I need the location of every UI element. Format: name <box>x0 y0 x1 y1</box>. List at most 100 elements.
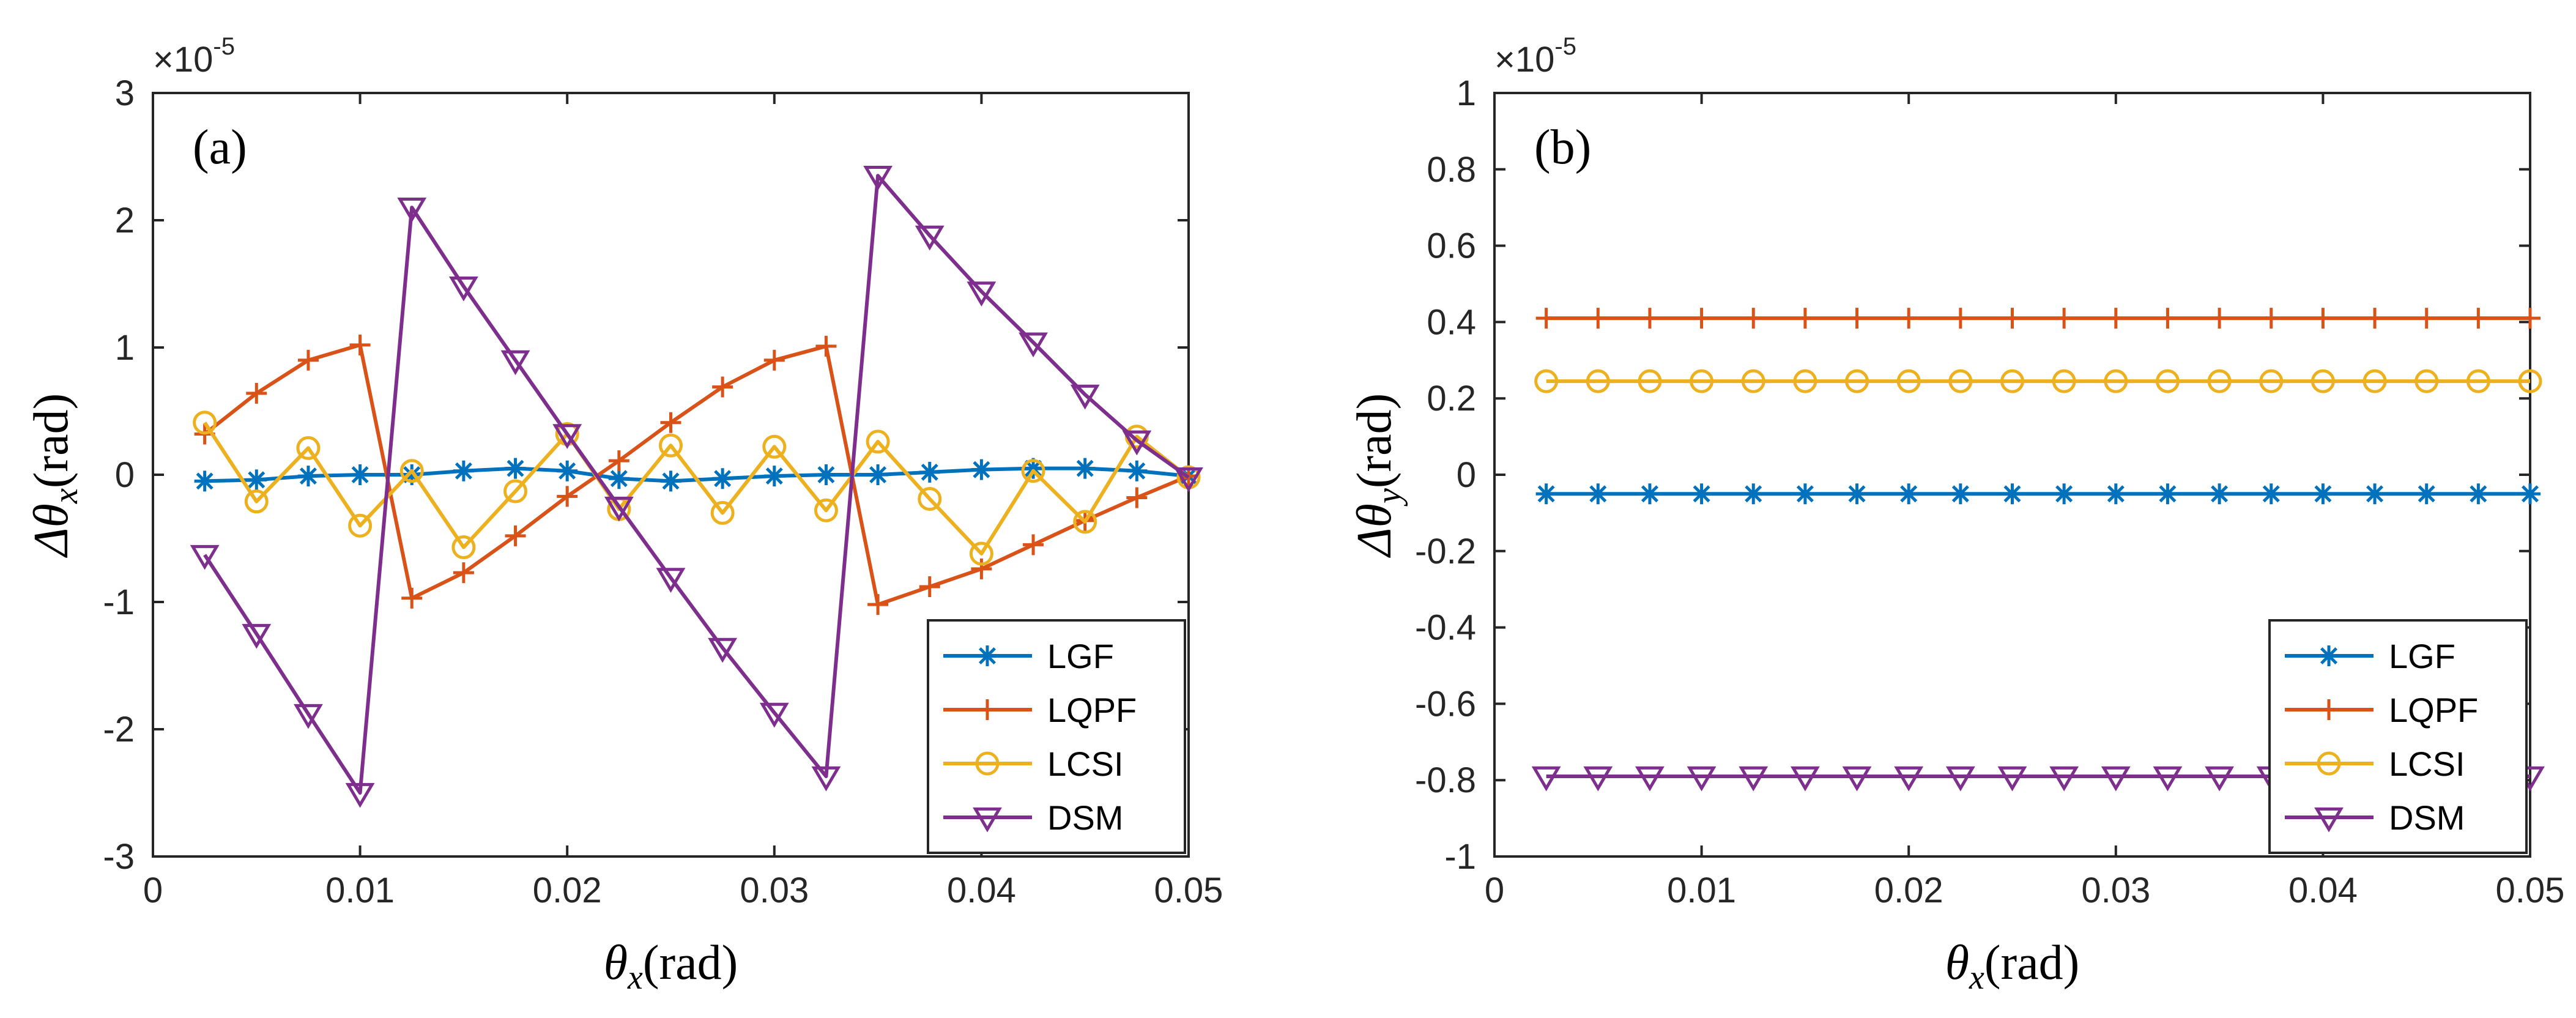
data-point-lqpf <box>712 376 733 398</box>
panel-a-chart: 0 0.01 0.02 0.03 0.04 0.05 -3 -2 -1 0 1 2 3 ×10-5 (a) θ… <box>24 33 1223 997</box>
data-point-dsm <box>1842 766 1872 792</box>
data-point-dsm <box>811 766 841 792</box>
data-point-lcsi <box>2311 369 2335 393</box>
y-tick-label: -0.2 <box>1415 532 1476 571</box>
data-point-dsm <box>242 623 272 649</box>
data-point-lqpf <box>2260 308 2282 329</box>
legend-entry-lqpf: LQPF <box>2285 691 2478 729</box>
legend-entry-dsm: DSM <box>2285 798 2465 837</box>
data-point-lqpf <box>2520 308 2541 329</box>
data-point-lgf <box>763 466 785 487</box>
data-point-dsm <box>2101 766 2131 792</box>
exponent-label: ×10-5 <box>153 33 235 80</box>
data-point-lcsi <box>969 541 993 566</box>
data-point-dsm <box>500 350 530 376</box>
series-line-lqpf <box>203 343 1190 607</box>
data-point-dsm <box>2153 766 2183 792</box>
y-tick-label: 0.2 <box>1427 379 1476 418</box>
data-point-lcsi <box>1896 369 1921 393</box>
legend-entry-lgf: LGF <box>2285 637 2455 675</box>
data-point-lqpf <box>2054 308 2075 329</box>
data-point-lgf <box>401 464 423 485</box>
data-point-dsm <box>345 782 375 808</box>
data-point-dsm <box>1790 766 1820 792</box>
data-point-lgf <box>194 470 215 492</box>
data-point-lgf <box>246 469 267 491</box>
data-point-lcsi <box>1638 369 1662 393</box>
data-point-lcsi <box>503 479 528 503</box>
data-point-lgf <box>971 459 992 480</box>
y-tick-label: 0.4 <box>1427 302 1476 342</box>
data-point-dsm <box>915 225 945 251</box>
data-point-lqpf <box>246 382 267 404</box>
data-point-lcsi <box>193 411 217 435</box>
data-point-lgf <box>2054 483 2075 505</box>
data-point-lcsi <box>1021 459 1045 483</box>
data-point-dsm <box>1174 467 1203 492</box>
data-point-lcsi <box>814 498 838 522</box>
series-dsm <box>190 166 1203 808</box>
legend-entry-lgf: LGF <box>943 637 1114 675</box>
series-lqpf <box>1535 308 2541 329</box>
data-point-lgf <box>2468 483 2489 505</box>
data-point-lqpf <box>1950 308 1971 329</box>
data-point-lcsi <box>399 459 424 483</box>
data-point-lqpf <box>971 558 992 579</box>
data-point-lqpf <box>763 349 785 371</box>
data-point-lgf <box>2209 483 2230 505</box>
data-point-lgf <box>2520 483 2541 505</box>
data-point-lcsi <box>2466 369 2490 393</box>
data-point-lqpf <box>2468 308 2489 329</box>
data-point-lcsi <box>2104 369 2128 393</box>
data-point-lgf <box>1950 483 1971 505</box>
legend-marker <box>2318 645 2339 666</box>
data-point-lcsi <box>348 513 373 538</box>
data-point-lgf <box>1023 458 1044 479</box>
legend-marker <box>973 807 1002 833</box>
data-point-lqpf <box>2209 308 2230 329</box>
data-point-lqpf <box>1126 487 1148 508</box>
y-tick-label: -2 <box>103 710 135 749</box>
y-tick-label: -0.8 <box>1415 760 1476 800</box>
y-tick-label: 0 <box>115 455 135 495</box>
data-point-lgf <box>1535 483 1557 505</box>
data-point-lcsi <box>2518 369 2542 393</box>
y-tick-label: 2 <box>115 201 135 240</box>
y-axis-label: Δθx(rad) <box>24 393 85 559</box>
data-point-lcsi <box>1948 369 1973 393</box>
data-point-lcsi <box>1793 369 1817 393</box>
data-point-lqpf <box>1587 308 1609 329</box>
data-point-lgf <box>1587 483 1609 505</box>
data-point-dsm <box>1894 766 1924 792</box>
data-point-lqpf <box>401 587 423 609</box>
data-point-lcsi <box>710 500 735 525</box>
data-point-lcsi <box>2259 369 2284 393</box>
y-tick-label: 0.6 <box>1427 226 1476 266</box>
legend: LGF LQPF LCSI DSM <box>2268 619 2528 854</box>
data-point-lgf <box>867 464 889 485</box>
data-point-lgf <box>1743 483 1764 505</box>
data-point-lgf <box>2105 483 2126 505</box>
legend-label: LCSI <box>2389 745 2465 783</box>
data-point-lgf <box>1126 460 1148 481</box>
data-point-lgf <box>1846 483 1868 505</box>
data-point-lcsi <box>1534 369 1559 393</box>
data-point-dsm <box>448 276 478 302</box>
series-line-lcsi <box>203 422 1190 555</box>
legend-marker <box>975 751 1000 776</box>
x-tick-label: 0.02 <box>1874 871 1943 910</box>
data-point-lgf <box>815 464 837 485</box>
data-point-lcsi <box>762 434 787 459</box>
data-point-lqpf <box>1023 534 1044 555</box>
data-point-lgf <box>505 458 526 479</box>
data-point-lcsi <box>866 429 890 454</box>
y-tick-label: -1 <box>103 582 135 622</box>
data-point-lcsi <box>2052 369 2076 393</box>
data-point-dsm <box>1531 766 1561 792</box>
y-tick-label: 1 <box>115 328 135 368</box>
data-point-lgf <box>1898 483 1920 505</box>
data-point-lcsi <box>2155 369 2180 393</box>
data-point-lqpf <box>1691 308 1712 329</box>
series-lcsi <box>1534 369 2542 393</box>
data-point-lqpf <box>608 450 629 472</box>
